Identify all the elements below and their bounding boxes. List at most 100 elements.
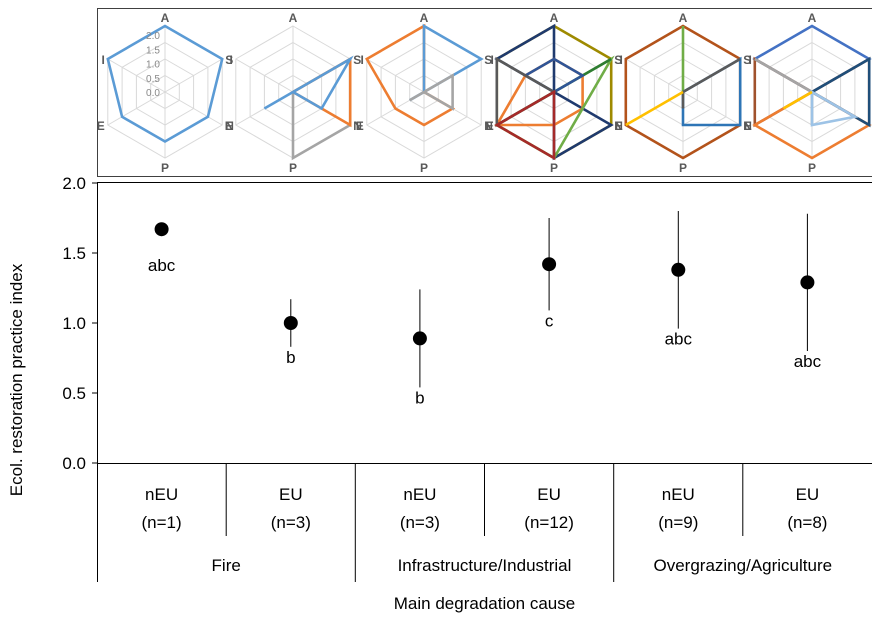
radar-axis-label: P bbox=[808, 161, 816, 175]
radar-axis-label: N bbox=[225, 119, 234, 133]
radar-axis-label: S bbox=[614, 53, 622, 67]
sample-size-label: (n=3) bbox=[271, 513, 311, 532]
radar-axis-label: A bbox=[550, 11, 559, 25]
significance-label: abc bbox=[148, 256, 176, 275]
region-label: nEU bbox=[403, 485, 436, 504]
main-plot: 0.0 0.5 1.0 1.5 2.0 Ecol. restoration practic… bbox=[7, 174, 872, 613]
radar-series-3 bbox=[409, 73, 454, 111]
data-point bbox=[154, 222, 169, 237]
data-point bbox=[671, 262, 686, 277]
radar-spoke bbox=[682, 91, 741, 126]
radar-axis-label: I bbox=[101, 53, 104, 67]
radar-axis-label: A bbox=[679, 11, 688, 25]
radar-axis-label: S bbox=[225, 53, 233, 67]
radar-spoke bbox=[625, 58, 684, 93]
radar-axis-label: E bbox=[486, 119, 494, 133]
group-label: Overgrazing/Agriculture bbox=[654, 556, 833, 575]
radar-axis-label: S bbox=[743, 53, 751, 67]
region-label: nEU bbox=[145, 485, 178, 504]
radar-strip-frame bbox=[97, 8, 872, 177]
radar-axis-label: E bbox=[615, 119, 623, 133]
significance-label: b bbox=[286, 348, 295, 367]
radar-spoke bbox=[107, 91, 166, 126]
radar-series-1 bbox=[365, 23, 456, 127]
radar-series-1 bbox=[106, 24, 224, 144]
sample-size-label: (n=3) bbox=[400, 513, 440, 532]
radar-axis-label: I bbox=[619, 53, 622, 67]
radar-series-7 bbox=[782, 90, 813, 110]
radar-axis-label: I bbox=[490, 53, 493, 67]
region-label: EU bbox=[796, 485, 820, 504]
radar-series-2 bbox=[409, 23, 484, 102]
radar-axis-label: N bbox=[484, 119, 493, 133]
radar-axis-label: I bbox=[229, 53, 232, 67]
data-point bbox=[283, 316, 298, 330]
radar-scale-tick: 0.5 bbox=[146, 74, 160, 85]
radar-spoke bbox=[164, 91, 223, 126]
radar-axis-label: P bbox=[550, 161, 558, 175]
group-label: Infrastructure/Industrial bbox=[398, 556, 572, 575]
radar-scale-tick: 1.0 bbox=[146, 60, 160, 71]
radar-series-3 bbox=[263, 55, 354, 111]
radar-axis-label: N bbox=[353, 119, 362, 133]
y-axis-title: Ecol. restoration practice index bbox=[7, 263, 26, 496]
radar-strip: ASNPEI2.01.51.00.50.0ASNPEIASNPEIASNPEIA… bbox=[97, 8, 872, 177]
radar-axis-label: E bbox=[97, 119, 105, 133]
region-label: nEU bbox=[662, 485, 695, 504]
radar-axis-label: S bbox=[353, 53, 361, 67]
sample-size-label: (n=8) bbox=[787, 513, 827, 532]
sample-size-label: (n=1) bbox=[142, 513, 182, 532]
radar-axis-label: E bbox=[225, 119, 233, 133]
radar-axis-label: E bbox=[356, 119, 364, 133]
significance-label: abc bbox=[665, 330, 693, 349]
data-point bbox=[412, 331, 427, 346]
data-point bbox=[800, 275, 815, 290]
radar-panel-2: A S N P E I bbox=[225, 11, 362, 175]
radar-axis-label: A bbox=[161, 11, 170, 25]
radar-spoke bbox=[366, 58, 425, 93]
radar-spoke bbox=[164, 58, 223, 93]
sample-size-label: (n=12) bbox=[524, 513, 574, 532]
significance-label: b bbox=[415, 388, 424, 407]
x-axis-title: Main degradation cause bbox=[394, 594, 575, 613]
radar-series-8 bbox=[494, 89, 556, 161]
radar-spoke bbox=[235, 58, 294, 93]
group-label: Fire bbox=[212, 556, 241, 575]
radar-axis-label: A bbox=[808, 11, 817, 25]
radar-axis-label: E bbox=[744, 119, 752, 133]
radar-panel-6: A S N P E I bbox=[744, 11, 872, 175]
radar-series-6 bbox=[810, 89, 859, 127]
radar-axis-label: N bbox=[743, 119, 752, 133]
radar-axis-label: I bbox=[748, 53, 751, 67]
sample-size-label: (n=9) bbox=[658, 513, 698, 532]
radar-axis-label: P bbox=[289, 161, 297, 175]
radar-scale-tick: 1.5 bbox=[146, 45, 160, 56]
radar-axis-label: P bbox=[161, 161, 169, 175]
radar-axis-label: P bbox=[420, 161, 428, 175]
radar-panel-1: A S N P E I 2.0 1.5 1.0 0.5 0.0 bbox=[97, 11, 234, 175]
significance-label: c bbox=[545, 311, 554, 330]
y-tick-label: 1.0 bbox=[62, 314, 86, 333]
radar-axis-label: I bbox=[360, 53, 363, 67]
region-label: EU bbox=[537, 485, 561, 504]
radar-panel-3: A S N P E I bbox=[356, 11, 493, 175]
radar-axis-label: S bbox=[484, 53, 492, 67]
y-tick-label: 0.5 bbox=[62, 384, 86, 403]
region-label: EU bbox=[279, 485, 303, 504]
y-tick-label: 1.5 bbox=[62, 244, 86, 263]
data-point bbox=[542, 257, 557, 272]
radar-panel-4: A S N P E I bbox=[486, 11, 623, 175]
y-tick-label: 2.0 bbox=[62, 174, 86, 193]
radar-scale-tick: 2.0 bbox=[146, 31, 160, 42]
radar-panel-5: A S N P E I bbox=[615, 11, 752, 175]
y-tick-label: 0.0 bbox=[62, 454, 86, 473]
significance-label: abc bbox=[794, 352, 822, 371]
radar-scale-tick: 0.0 bbox=[146, 88, 160, 99]
radar-axis-label: A bbox=[420, 11, 429, 25]
radar-axis-label: A bbox=[289, 11, 298, 25]
radar-axis-label: N bbox=[614, 119, 623, 133]
radar-axis-label: P bbox=[679, 161, 687, 175]
radar-spoke bbox=[107, 58, 166, 93]
radar-series-5 bbox=[625, 90, 684, 127]
